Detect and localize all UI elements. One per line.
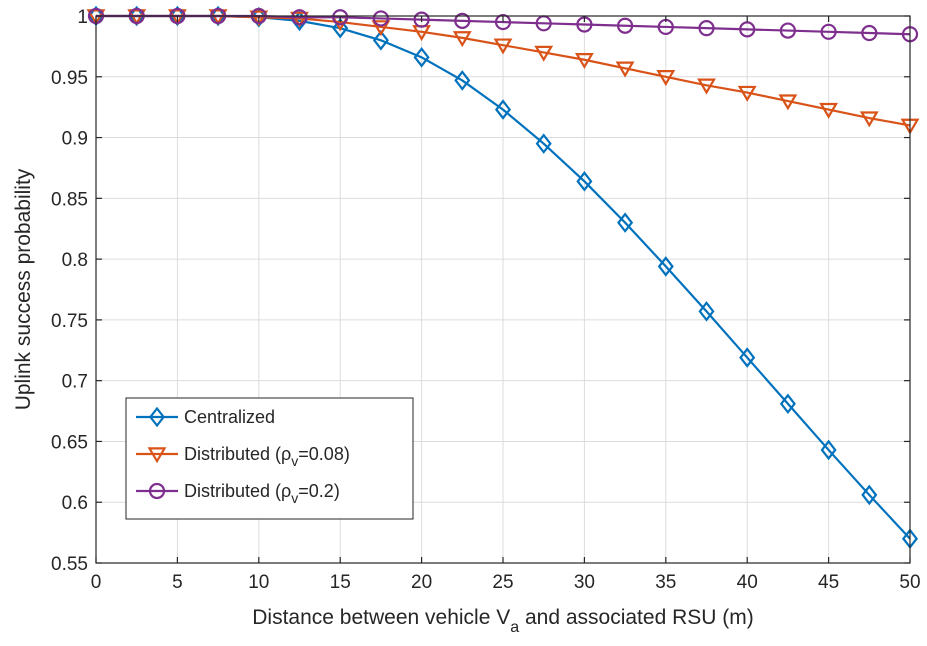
data-point-marker [616,17,634,34]
x-tick-label: 40 [737,572,758,593]
data-point-marker [574,53,594,70]
data-point-marker [778,94,798,111]
y-tick-label: 1 [77,7,88,28]
y-axis-label: Uplink success probability [12,168,35,410]
data-point-marker [698,301,715,322]
data-point-marker [820,439,837,461]
y-tick-label: 0.75 [51,311,88,332]
y-tick-label: 0.9 [62,129,88,150]
y-tick-label: 0.7 [62,372,88,393]
data-point-marker [576,171,593,192]
data-point-marker [656,70,676,87]
data-point-marker [737,85,757,102]
x-tick-label: 50 [899,572,920,593]
data-point-marker [739,21,756,38]
data-point-marker [861,484,878,506]
legend-item: Centralized [136,406,275,428]
data-point-marker [332,9,349,26]
x-tick-label: 0 [91,572,102,593]
data-point-marker [413,47,430,68]
data-point-marker [413,11,430,28]
data-point-marker [617,212,634,233]
data-point-marker [249,10,269,27]
data-point-marker [290,11,309,28]
data-point-marker [493,38,513,55]
data-point-marker [371,20,391,37]
x-tick-label: 35 [655,572,676,593]
y-tick-label: 0.65 [51,432,88,453]
data-point-marker [657,256,674,277]
data-point-marker [494,13,512,31]
x-tick-label: 45 [818,572,839,593]
legend-marker [147,447,167,464]
data-point-marker [861,24,878,42]
data-point-marker [779,22,797,39]
y-tick-label: 0.8 [62,250,88,271]
y-tick-label: 0.85 [51,189,88,210]
data-point-marker [820,23,837,40]
data-point-marker [494,99,512,120]
legend-label: Centralized [184,407,275,427]
data-point-marker [779,393,796,415]
x-tick-label: 15 [330,572,351,593]
data-point-marker [534,45,554,62]
data-point-marker [372,10,389,27]
y-tick-label: 0.95 [51,68,88,89]
data-point-marker [615,61,635,78]
legend-box [125,397,414,520]
data-point-marker [291,9,308,26]
data-point-marker [452,31,472,48]
x-tick-label: 10 [248,572,269,593]
data-point-marker [698,20,715,37]
axis-ticks [95,15,911,564]
y-tick-label: 0.55 [51,554,88,575]
data-point-marker [739,347,756,368]
x-tick-label: 5 [172,572,183,593]
data-point-marker [819,102,839,119]
data-point-marker [332,17,349,39]
x-tick-label: 20 [411,572,432,593]
x-tick-label: 30 [574,572,595,593]
data-point-marker [454,70,471,91]
data-point-marker [535,133,552,154]
data-point-marker [859,111,879,128]
data-point-marker [697,78,716,95]
data-point-marker [454,12,471,29]
legend-marker [148,406,166,428]
legend-marker [148,482,166,500]
x-tick-label: 25 [492,572,513,593]
y-tick-label: 0.6 [62,493,88,514]
data-point-marker [372,30,389,51]
